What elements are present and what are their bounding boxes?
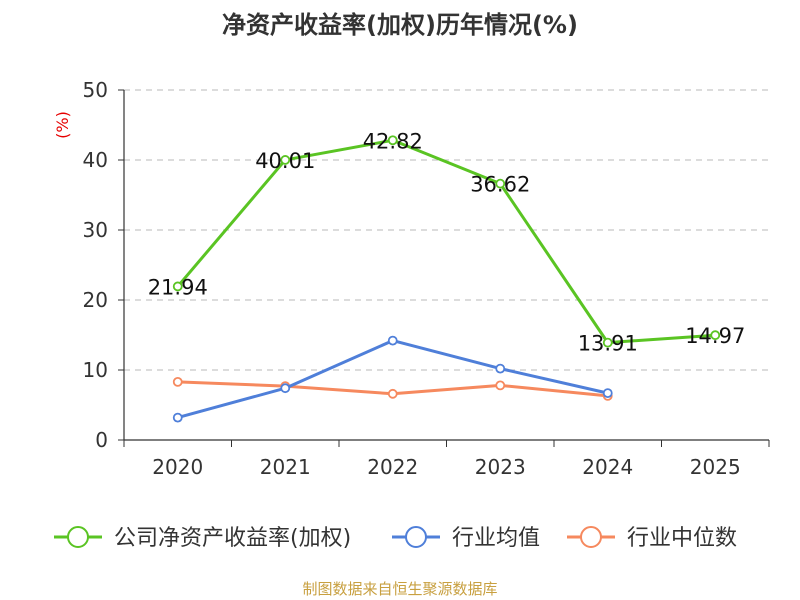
legend: 公司净资产收益率(加权) 行业均值 行业中位数 xyxy=(54,526,737,551)
data-point xyxy=(495,178,506,189)
data-point xyxy=(387,135,398,146)
data-point xyxy=(495,363,506,374)
source-note: 制图数据来自恒生聚源数据库 xyxy=(302,580,497,598)
x-tick-label: 2021 xyxy=(260,455,311,479)
legend-marker xyxy=(580,526,602,548)
series-line-1 xyxy=(177,339,609,420)
data-label: 40.01 xyxy=(255,149,315,173)
data-point xyxy=(172,281,183,292)
y-tick-label: 50 xyxy=(83,78,108,102)
legend-item: 公司净资产收益率(加权) xyxy=(54,526,351,551)
data-label: 13.91 xyxy=(578,332,638,356)
legend-item: 行业均值 xyxy=(392,526,540,551)
data-point xyxy=(172,412,183,423)
x-tick-label: 2024 xyxy=(582,455,633,479)
data-label: 14.97 xyxy=(685,324,745,348)
series-lines xyxy=(172,135,721,423)
x-tick-label: 2022 xyxy=(367,455,418,479)
data-point xyxy=(280,155,291,165)
chart-title: 净资产收益率(加权)历年情况(%) xyxy=(222,11,578,39)
data-point xyxy=(387,335,398,346)
data-point xyxy=(172,376,183,387)
data-point xyxy=(280,383,291,394)
legend-marker xyxy=(405,526,427,548)
data-point xyxy=(495,380,506,391)
x-tick-label: 2025 xyxy=(690,455,741,479)
legend-label: 行业均值 xyxy=(452,526,540,551)
y-tick-label: 0 xyxy=(95,428,108,452)
x-tick-label: 2023 xyxy=(475,455,526,479)
data-label: 36.62 xyxy=(470,173,530,197)
y-axis-label: (%) xyxy=(53,111,72,139)
series-line-0 xyxy=(176,138,716,345)
legend-label: 行业中位数 xyxy=(627,526,737,551)
y-tick-label: 40 xyxy=(83,148,108,172)
data-labels: 21.94 40.01 42.82 36.62 13.91 14.97 xyxy=(148,129,746,355)
data-label: 42.82 xyxy=(363,129,423,153)
data-point xyxy=(710,330,721,341)
y-tick-label: 10 xyxy=(83,358,108,382)
x-tick-label: 2020 xyxy=(152,455,203,479)
legend-marker xyxy=(67,526,89,548)
legend-item: 行业中位数 xyxy=(567,526,737,551)
legend-label: 公司净资产收益率(加权) xyxy=(114,526,351,551)
data-label: 21.94 xyxy=(148,275,208,299)
data-point xyxy=(602,337,613,348)
data-point xyxy=(387,388,398,399)
grid-lines xyxy=(124,89,769,371)
axes: 0 10 20 30 40 50 2020 2021 2022 2023 2024 2025 xyxy=(83,78,770,479)
y-tick-label: 30 xyxy=(83,218,108,242)
data-point xyxy=(602,388,613,399)
y-tick-label: 20 xyxy=(83,288,108,312)
